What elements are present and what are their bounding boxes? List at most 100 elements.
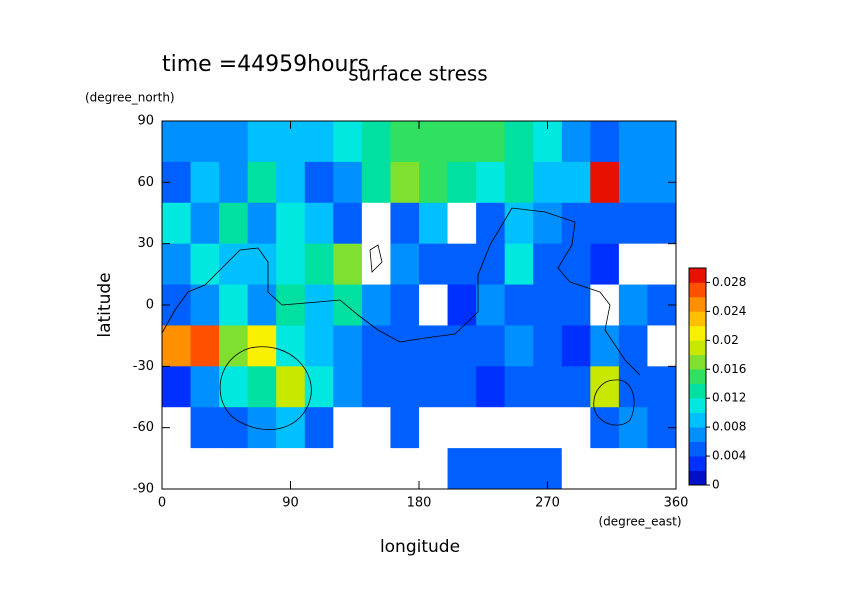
cell — [504, 407, 534, 449]
cell — [476, 243, 506, 286]
cell — [390, 448, 420, 490]
cell — [647, 121, 677, 163]
cell — [419, 284, 449, 326]
cell — [590, 284, 620, 326]
y-unit: (degree_north) — [85, 91, 175, 105]
contour-field — [162, 121, 677, 490]
cell — [219, 161, 249, 204]
cell — [190, 284, 220, 326]
cell — [618, 202, 648, 245]
cell — [333, 366, 363, 408]
cell — [447, 325, 477, 367]
cell — [561, 161, 591, 204]
cell — [561, 121, 591, 163]
y-tick-label: 30 — [137, 236, 154, 251]
cell — [276, 284, 306, 326]
cell — [476, 121, 506, 163]
cell — [304, 407, 334, 449]
cell — [419, 325, 449, 367]
cell — [247, 448, 277, 490]
cell — [361, 325, 391, 367]
colorbar-label: 0.012 — [712, 391, 746, 405]
cell — [219, 243, 249, 286]
cell — [561, 284, 591, 326]
cell — [333, 284, 363, 326]
cell — [561, 325, 591, 367]
colorbar-band — [689, 325, 706, 341]
cell — [190, 202, 220, 245]
x-tick-label: 0 — [158, 496, 166, 511]
y-tick-label: -90 — [133, 482, 154, 497]
cell — [333, 202, 363, 245]
cell — [618, 366, 648, 408]
y-tick-label: -30 — [133, 359, 154, 374]
cell — [476, 284, 506, 326]
colorbar-band — [689, 383, 706, 399]
cell — [618, 243, 648, 286]
cell — [447, 448, 477, 490]
coastline — [369, 244, 383, 273]
cell — [190, 448, 220, 490]
cell — [219, 325, 249, 367]
coastline — [593, 379, 635, 426]
y-tick-label: 90 — [137, 114, 154, 129]
cell — [333, 121, 363, 163]
x-tick-label: 360 — [664, 496, 689, 511]
cell — [647, 243, 677, 286]
cell — [304, 243, 334, 286]
colorbar-band — [689, 456, 706, 471]
cell — [361, 366, 391, 408]
cell — [476, 202, 506, 245]
cell — [419, 161, 449, 204]
cell — [447, 243, 477, 286]
cell — [504, 448, 534, 490]
cell — [390, 325, 420, 367]
cell — [590, 325, 620, 367]
cell — [333, 243, 363, 286]
colorbar-band — [689, 441, 706, 457]
colorbar-band — [689, 470, 706, 486]
cell — [190, 243, 220, 286]
colorbar-band — [689, 282, 706, 298]
cell — [247, 161, 277, 204]
cell — [590, 407, 620, 449]
y-axis-label: latitude — [95, 272, 115, 337]
x-tick-label: 270 — [535, 496, 560, 511]
cell — [304, 284, 334, 326]
cell — [390, 284, 420, 326]
cell — [561, 366, 591, 408]
cell — [618, 121, 648, 163]
cell — [590, 202, 620, 245]
cell — [476, 161, 506, 204]
coastline — [161, 207, 641, 376]
cell — [447, 202, 477, 245]
colorbar-label: 0.024 — [712, 304, 746, 318]
cell — [361, 243, 391, 286]
cell — [219, 121, 249, 163]
colorbar-band — [689, 369, 706, 385]
colorbar-band — [689, 268, 706, 283]
cell — [390, 161, 420, 204]
cell — [333, 448, 363, 490]
colorbar-band — [689, 354, 706, 370]
cell — [247, 407, 277, 449]
colorbar-band — [689, 311, 706, 327]
y-tick-label: -60 — [133, 420, 154, 435]
cell — [647, 325, 677, 367]
colorbar-label: 0.016 — [712, 362, 746, 376]
cell — [247, 243, 277, 286]
cell — [276, 202, 306, 245]
cell — [247, 366, 277, 408]
cell — [419, 202, 449, 245]
cell — [333, 161, 363, 204]
cell — [304, 325, 334, 367]
cell — [361, 161, 391, 204]
cell — [447, 161, 477, 204]
y-tick-label: 0 — [146, 298, 154, 313]
cell — [618, 325, 648, 367]
cell — [390, 121, 420, 163]
cell — [590, 161, 620, 204]
cell — [419, 366, 449, 408]
cell — [618, 284, 648, 326]
cell — [590, 448, 620, 490]
